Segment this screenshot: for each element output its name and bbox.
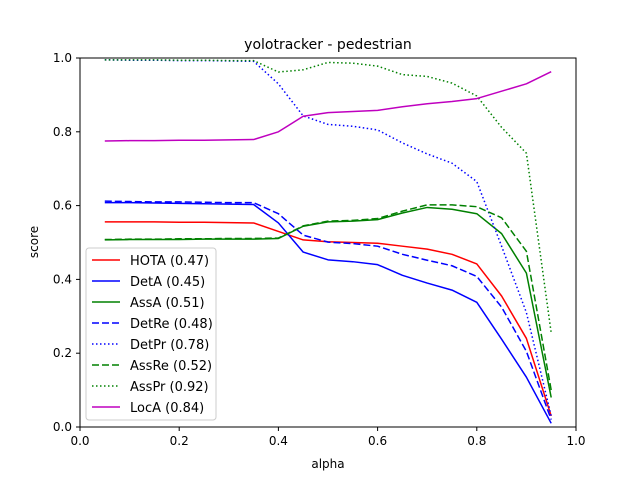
series-line-1: [104, 201, 552, 424]
x-tick-label: 0.4: [269, 434, 288, 448]
legend-label-4: DetPr (0.78): [130, 338, 209, 353]
legend-label-5: AssRe (0.52): [130, 359, 212, 374]
series-line-4: [104, 59, 552, 417]
legend-label-1: DetA (0.45): [130, 275, 205, 290]
y-tick-label: 0.8: [53, 125, 72, 139]
x-tick-label: 0.6: [368, 434, 387, 448]
x-tick-label: 1.0: [566, 434, 585, 448]
y-tick-label: 0.0: [53, 420, 72, 434]
plot-frame: [79, 57, 577, 428]
legend: HOTA (0.47) DetA (0.45) AssA (0.51) DetRe (…: [85, 247, 217, 421]
legend-label-0: HOTA (0.47): [130, 254, 209, 269]
series-line-7: [104, 70, 552, 142]
x-tick-label: 0.0: [70, 434, 89, 448]
y-tick-label: 0.4: [53, 272, 72, 286]
x-tick-label: 0.2: [170, 434, 189, 448]
x-tick-label: 0.8: [467, 434, 486, 448]
y-axis-label: score: [27, 226, 41, 258]
legend-label-7: LocA (0.84): [130, 401, 204, 416]
legend-frame: [85, 247, 217, 421]
legend-label-3: DetRe (0.48): [130, 317, 213, 332]
x-axis-label: alpha: [311, 457, 344, 471]
series-line-5: [104, 204, 552, 391]
ticks-layer: 0.0 0.2 0.4 0.6 0.8 1.0 0.0 0.2 0.4 0.6 0.8 1.0: [53, 51, 586, 448]
y-tick-label: 1.0: [53, 51, 72, 65]
series-line-6: [104, 59, 552, 334]
legend-label-6: AssPr (0.92): [130, 380, 209, 395]
chart-title: yolotracker - pedestrian: [244, 37, 412, 53]
legend-label-2: AssA (0.51): [130, 296, 205, 311]
series-line-3: [104, 200, 552, 420]
y-tick-label: 0.2: [53, 346, 72, 360]
y-tick-label: 0.6: [53, 199, 72, 213]
series-layer: [104, 59, 552, 424]
